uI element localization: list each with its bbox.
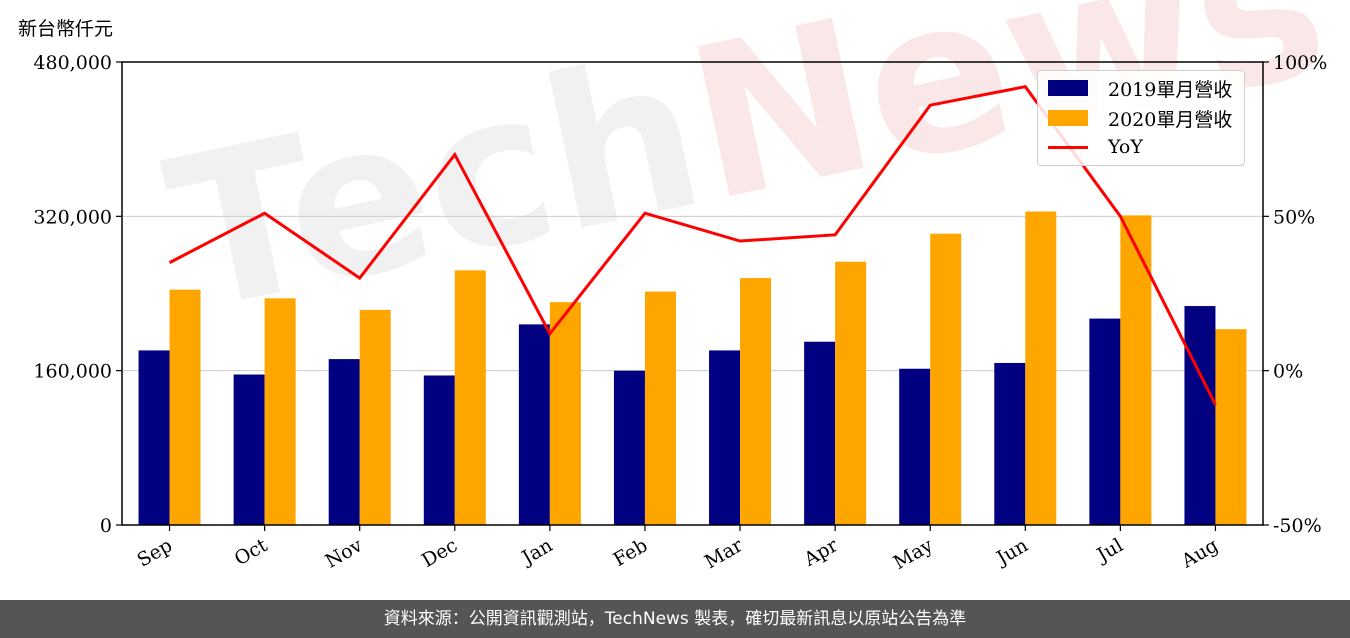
bar-2019-feb [613,370,645,525]
legend-line-yoy [1048,145,1088,149]
x-tick-label-may: May [890,534,937,574]
right-tick-label-3: 100% [1273,52,1327,74]
bar-2019-apr [804,341,836,525]
bar-2020-jul [1120,215,1152,525]
right-tick-label-0: -50% [1273,515,1322,537]
legend-swatch-2020 [1048,110,1088,126]
bar-2019-mar [709,350,741,525]
x-tick-label-jul: Jul [1092,534,1127,567]
x-tick-label-mar: Mar [701,534,747,573]
bar-2020-jan [549,302,581,525]
legend-swatch-2019 [1048,80,1088,96]
bar-2019-may [899,368,931,525]
bar-2020-apr [835,261,867,525]
x-tick-label-apr: Apr [799,534,842,571]
bar-2020-mar [740,278,772,525]
legend-label-2020: 2020單月營收 [1108,108,1233,131]
bar-2019-jan [518,324,550,525]
plot-frame [121,61,1264,526]
left-tick-label-3: 480,000 [33,52,112,74]
bar-2020-feb [644,291,676,525]
x-tick-label-nov: Nov [322,534,367,573]
left-axis-unit-label: 新台幣仟元 [18,18,114,40]
bar-2020-sep [169,289,201,525]
x-tick-label-aug: Aug [1177,534,1222,573]
bar-2019-jun [994,362,1026,525]
bar-2019-jul [1089,318,1121,525]
legend-item-2019: 2019單月營收 [1048,75,1232,101]
legend-item-yoy: YoY [1048,134,1143,160]
bar-2020-may [930,233,962,525]
bar-2019-oct [233,374,265,525]
bar-2019-nov [328,359,360,525]
left-tick-label-0: 0 [100,515,112,537]
x-tick-label-jun: Jun [991,534,1032,570]
bar-2019-aug [1184,306,1216,525]
bar-2020-aug [1215,329,1247,525]
bar-2020-nov [359,309,391,525]
left-tick-label-1: 160,000 [33,361,112,383]
bar-2020-jun [1025,211,1057,525]
x-tick-label-oct: Oct [231,534,272,570]
bar-2020-oct [264,298,296,525]
revenue-chart: 0 160,000 320,000 480,000 -50% 0% 50% 100% Sep Oc… [33,52,1327,574]
chart-legend: 2019單月營收 2020單月營收 YoY [1037,70,1245,166]
x-tick-label-feb: Feb [610,534,652,571]
x-tick-label-dec: Dec [418,534,461,572]
legend-label-yoy: YoY [1108,136,1143,158]
source-footer: 資料來源：公開資訊觀測站，TechNews 製表，確切最新訊息以原站公告為準 [0,600,1350,638]
legend-label-2019: 2019單月營收 [1108,78,1233,101]
left-tick-label-2: 320,000 [33,206,112,228]
legend-item-2020: 2020單月營收 [1048,105,1232,131]
bar-2019-dec [423,375,455,525]
x-tick-label-sep: Sep [133,534,176,571]
bar-2020-dec [454,270,486,525]
x-tick-label-jan: Jan [517,534,557,570]
right-tick-label-2: 50% [1273,206,1315,228]
bar-2019-sep [138,350,170,525]
right-tick-label-1: 0% [1273,361,1303,383]
